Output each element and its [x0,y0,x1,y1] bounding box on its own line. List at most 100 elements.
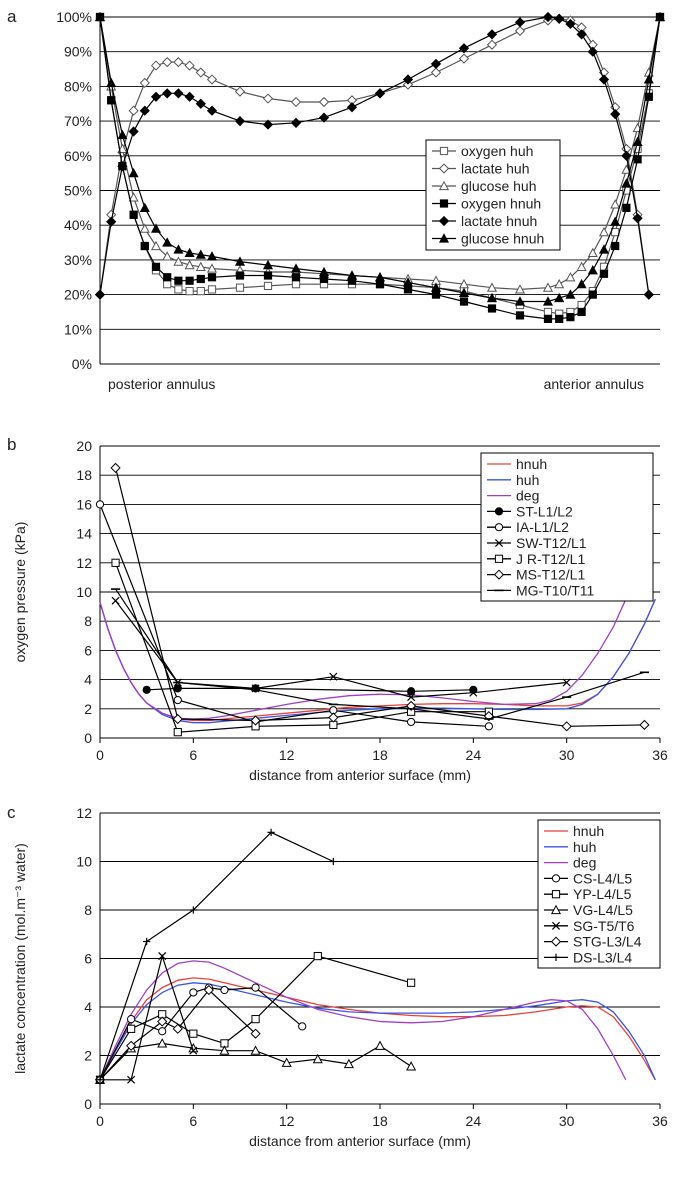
data-point [267,828,275,836]
data-point [139,77,150,89]
x-tick-label: 36 [652,1113,668,1129]
data-point [173,88,184,99]
y-tick-label: 0 [84,1096,92,1112]
data-point [111,558,120,567]
data-point [185,276,194,285]
series-line [99,504,489,727]
series-line [99,977,656,1081]
data-point [184,259,195,270]
data-point [162,251,173,261]
data-point [577,307,586,317]
legend-marker [551,874,561,883]
y-tick-label: 16 [76,496,92,512]
data-point [162,88,173,99]
data-point [543,307,553,317]
data-point [129,210,138,219]
data-point [598,226,610,237]
data-point [173,728,182,737]
legend-marker [493,569,505,580]
data-point [127,1075,136,1084]
data-point [206,251,218,261]
data-point [484,722,493,731]
data-point [402,277,414,287]
data-point [621,178,632,188]
series-line [100,953,194,1081]
y-tick-label: 80% [64,78,92,94]
data-point [163,280,172,289]
legend-marker [550,904,562,915]
series-lactate-huh [94,13,654,300]
legend-entry: SG-T5/T6 [573,918,635,934]
data-point [174,285,183,294]
y-tick-label: 40% [64,217,92,233]
legend-entry: huh [573,839,596,855]
y-axis-title: oxygen pressure (kPa) [12,522,28,663]
y-tick-label: 50% [64,183,92,199]
data-point [150,240,162,251]
series-line [99,16,661,291]
legend-marker [494,523,504,532]
legend-marker [494,554,504,563]
data-point [515,311,525,320]
data-point [262,93,274,104]
x-axis-title: distance from anterior surface (mm) [249,1133,471,1149]
data-point [281,1057,292,1067]
series-line [99,16,661,303]
legend-entry: MS-T12/L1 [516,567,585,583]
data-point [96,1076,104,1084]
data-point [140,241,149,251]
legend-entry: ST-L1/L2 [516,503,573,519]
data-point [514,17,526,28]
data-point [162,57,173,68]
series-deg [99,960,627,1081]
y-tick-label: 30% [64,252,92,268]
legend-entry: glucose hnuh [461,231,544,247]
data-point [128,167,139,178]
data-point [184,247,195,258]
data-point [189,988,198,997]
data-point [374,1040,386,1050]
data-point [234,115,246,127]
data-point [430,67,442,78]
data-point [174,276,183,285]
data-point [407,717,416,727]
x-tick-label: 18 [372,1113,388,1129]
y-tick-label: 6 [84,951,92,967]
series-line [99,986,303,1081]
data-point [598,74,610,85]
data-point [566,313,575,322]
y-tick-label: 0% [72,356,92,372]
end-label-left: posterior annulus [108,376,215,392]
legend-marker [438,215,450,227]
y-tick-label: 14 [76,526,92,542]
data-point [458,43,470,54]
data-point [163,273,172,282]
data-point [157,1016,168,1027]
series-line [99,599,656,722]
legend-entry: MG-T10/T11 [516,582,595,598]
legend-entry: glucose huh [461,178,537,194]
legend-entry: hnuh [573,823,604,839]
panel-label: a [7,7,17,26]
series-stg-l3-l4 [94,984,261,1085]
series-line [99,960,627,1081]
data-point [150,60,162,71]
data-point [94,11,106,22]
data-point [173,256,184,266]
series-huh [99,982,656,1081]
x-tick-label: 30 [559,747,575,763]
y-tick-label: 10 [76,854,92,870]
data-point [588,290,597,299]
series-hnuh [99,599,656,722]
data-point [195,67,206,78]
x-tick-label: 0 [96,1113,104,1129]
series-sg-t5-t6 [95,952,198,1084]
data-point [251,983,260,992]
data-point [110,462,121,474]
data-point [139,105,150,116]
chart-panel-a: a 0% 10% 20% 30% 40% 50% 60% 70% 80% 90% 100% poster… [7,7,666,392]
data-point [639,719,650,730]
data-point [555,314,564,323]
series-lactate-hnuh [94,11,654,300]
legend-entry: huh [516,472,539,488]
